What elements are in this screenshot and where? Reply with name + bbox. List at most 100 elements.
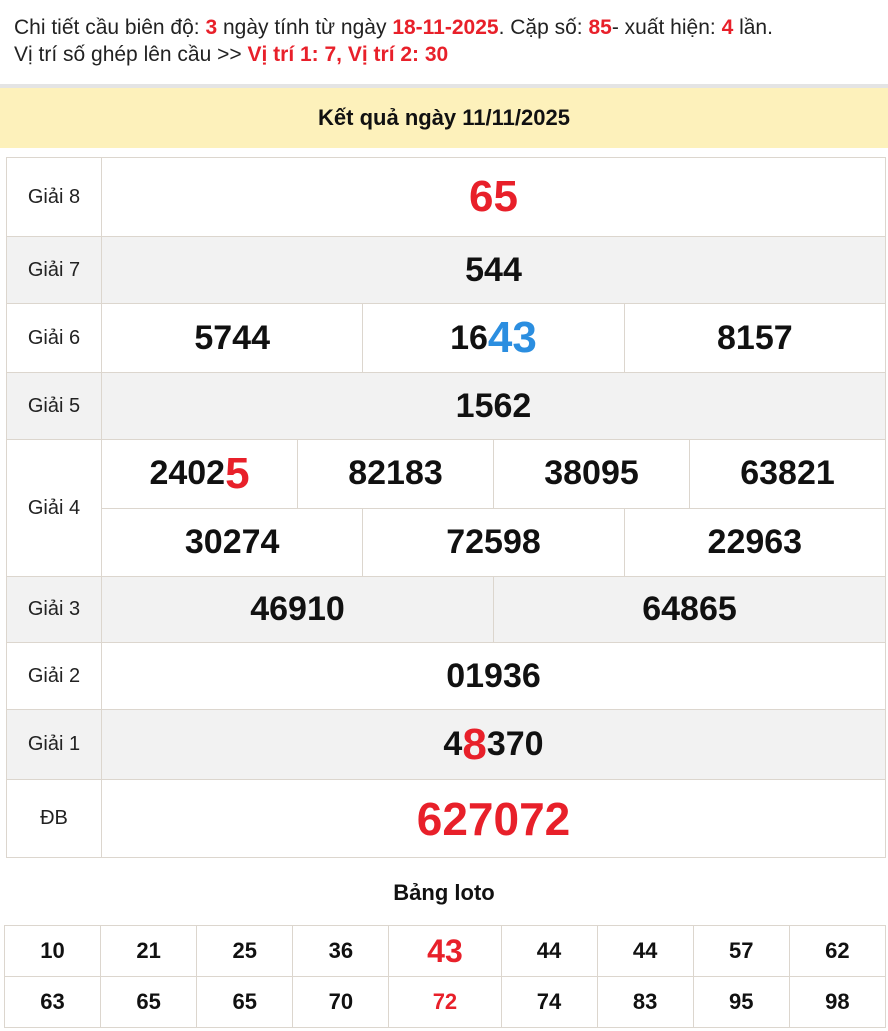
prize-row: Giải 7 544 (7, 236, 885, 303)
prize-number: 38095 (493, 440, 689, 508)
digits: 38095 (544, 454, 639, 493)
summary-line-1: Chi tiết cầu biên độ: 3 ngày tính từ ngà… (14, 14, 773, 41)
prize-number: 544 (102, 237, 885, 303)
days-value: 3 (205, 16, 218, 39)
prize-number: 82183 (297, 440, 493, 508)
loto-row: 10 21 25 36 43 44 44 57 62 (3, 925, 887, 977)
highlighted-digits: 5 (225, 448, 250, 498)
loto-number: 70 (292, 976, 390, 1028)
prize-row: ĐB 627072 (7, 779, 885, 857)
prize-number: 16 43 (362, 304, 623, 372)
prize-row: Giải 3 46910 64865 (7, 576, 885, 642)
highlighted-digits: 43 (487, 313, 537, 362)
prize-number: 64865 (493, 577, 885, 642)
prize-values: 65 (102, 158, 885, 236)
prize-number: 1562 (102, 373, 885, 439)
pair-value: 85 (588, 16, 612, 39)
prize-line: 4 8 370 (102, 710, 885, 779)
loto-number: 98 (788, 976, 887, 1028)
digits: 5744 (194, 318, 270, 357)
prize-number: 5744 (102, 304, 362, 372)
digits: 2402 (149, 454, 226, 493)
prize-values: 5744 16 43 8157 (102, 304, 885, 372)
loto-number: 72 (388, 976, 502, 1028)
prize-number: 22963 (623, 508, 885, 576)
prize-number: 01936 (102, 643, 885, 709)
prize-number: 4 8 370 (102, 710, 885, 779)
prize-values: 627072 (102, 780, 885, 857)
prize-values: 4 8 370 (102, 710, 885, 779)
prize-number: 46910 (102, 577, 493, 642)
digits: 46910 (250, 590, 345, 628)
loto-number: 83 (596, 976, 694, 1028)
divider (0, 84, 888, 88)
digits: 01936 (446, 656, 541, 695)
prize-line: 544 (102, 237, 885, 303)
loto-number: 44 (596, 925, 694, 977)
prize-row: Giải 5 1562 (7, 372, 885, 439)
prize-label: ĐB (7, 780, 102, 857)
prize-number: 72598 (362, 508, 623, 576)
loto-number: 21 (100, 925, 198, 977)
digits: 16 (450, 318, 488, 357)
prize-label: Giải 4 (7, 440, 102, 576)
loto-number: 57 (692, 925, 790, 977)
prize-values: 1562 (102, 373, 885, 439)
loto-number: 36 (292, 925, 390, 977)
prize-label: Giải 8 (7, 158, 102, 236)
loto-table: 10 21 25 36 43 44 44 57 62 63 65 65 70 72 74 83 95 98 (3, 925, 887, 1028)
prize-number: 8157 (623, 304, 885, 372)
digits: 82183 (348, 454, 443, 493)
prize-label: Giải 1 (7, 710, 102, 779)
summary-line-2: Vị trí số ghép lên cầu >> Vị trí 1: 7, V… (14, 41, 773, 68)
digits: 627072 (416, 792, 571, 845)
loto-number: 44 (500, 925, 598, 977)
digits: 544 (465, 250, 522, 289)
prize-number: 30274 (102, 509, 362, 577)
text: ngày tính từ ngày (217, 16, 393, 39)
prize-values: 46910 64865 (102, 577, 885, 642)
text: . Cặp số: (498, 16, 589, 39)
loto-title: Bảng loto (393, 880, 495, 905)
digits: 65 (469, 172, 518, 221)
count-value: 4 (721, 16, 734, 39)
prize-row: Giải 4 2402 5 82183 38095 63821 30274 72598 2296… (7, 439, 885, 576)
digits: 22963 (707, 522, 803, 561)
digits: 64865 (642, 590, 737, 628)
prize-label: Giải 7 (7, 237, 102, 303)
text: Chi tiết cầu biên độ: (14, 16, 206, 39)
prize-line: 65 (102, 158, 885, 236)
text: - xuất hiện: (611, 16, 722, 39)
prize-number: 627072 (102, 780, 885, 857)
prize-line: 5744 16 43 8157 (102, 304, 885, 372)
start-date: 18-11-2025 (392, 16, 499, 39)
highlighted-digits: 8 (462, 719, 487, 769)
prize-row: Giải 2 01936 (7, 642, 885, 709)
text: Vị trí số ghép lên cầu >> (14, 43, 248, 66)
prize-line: 01936 (102, 643, 885, 709)
prize-values: 544 (102, 237, 885, 303)
prize-line: 30274 72598 22963 (102, 507, 885, 577)
bridge-summary: Chi tiết cầu biên độ: 3 ngày tính từ ngà… (14, 14, 773, 68)
prize-number: 2402 5 (102, 440, 297, 508)
loto-number: 95 (692, 976, 790, 1028)
prize-line: 2402 5 82183 38095 63821 (102, 440, 885, 508)
prize-row: Giải 8 65 (7, 158, 885, 236)
prize-values: 2402 5 82183 38095 63821 30274 72598 22963 (102, 440, 885, 576)
loto-number: 62 (788, 925, 887, 977)
prize-row: Giải 1 4 8 370 (7, 709, 885, 779)
text: lần. (733, 16, 773, 39)
loto-number: 43 (388, 925, 502, 977)
results-header: Kết quả ngày 11/11/2025 (0, 88, 888, 148)
prize-number: 65 (102, 158, 885, 236)
prize-line: 1562 (102, 373, 885, 439)
digits: 8157 (717, 318, 793, 357)
digits: 63821 (740, 454, 835, 493)
prize-label: Giải 6 (7, 304, 102, 372)
loto-row: 63 65 65 70 72 74 83 95 98 (3, 976, 887, 1028)
digits: 370 (486, 725, 544, 763)
prize-label: Giải 3 (7, 577, 102, 642)
digits: 30274 (184, 522, 280, 561)
prize-line: 627072 (102, 780, 885, 857)
digits: 1562 (455, 386, 532, 425)
